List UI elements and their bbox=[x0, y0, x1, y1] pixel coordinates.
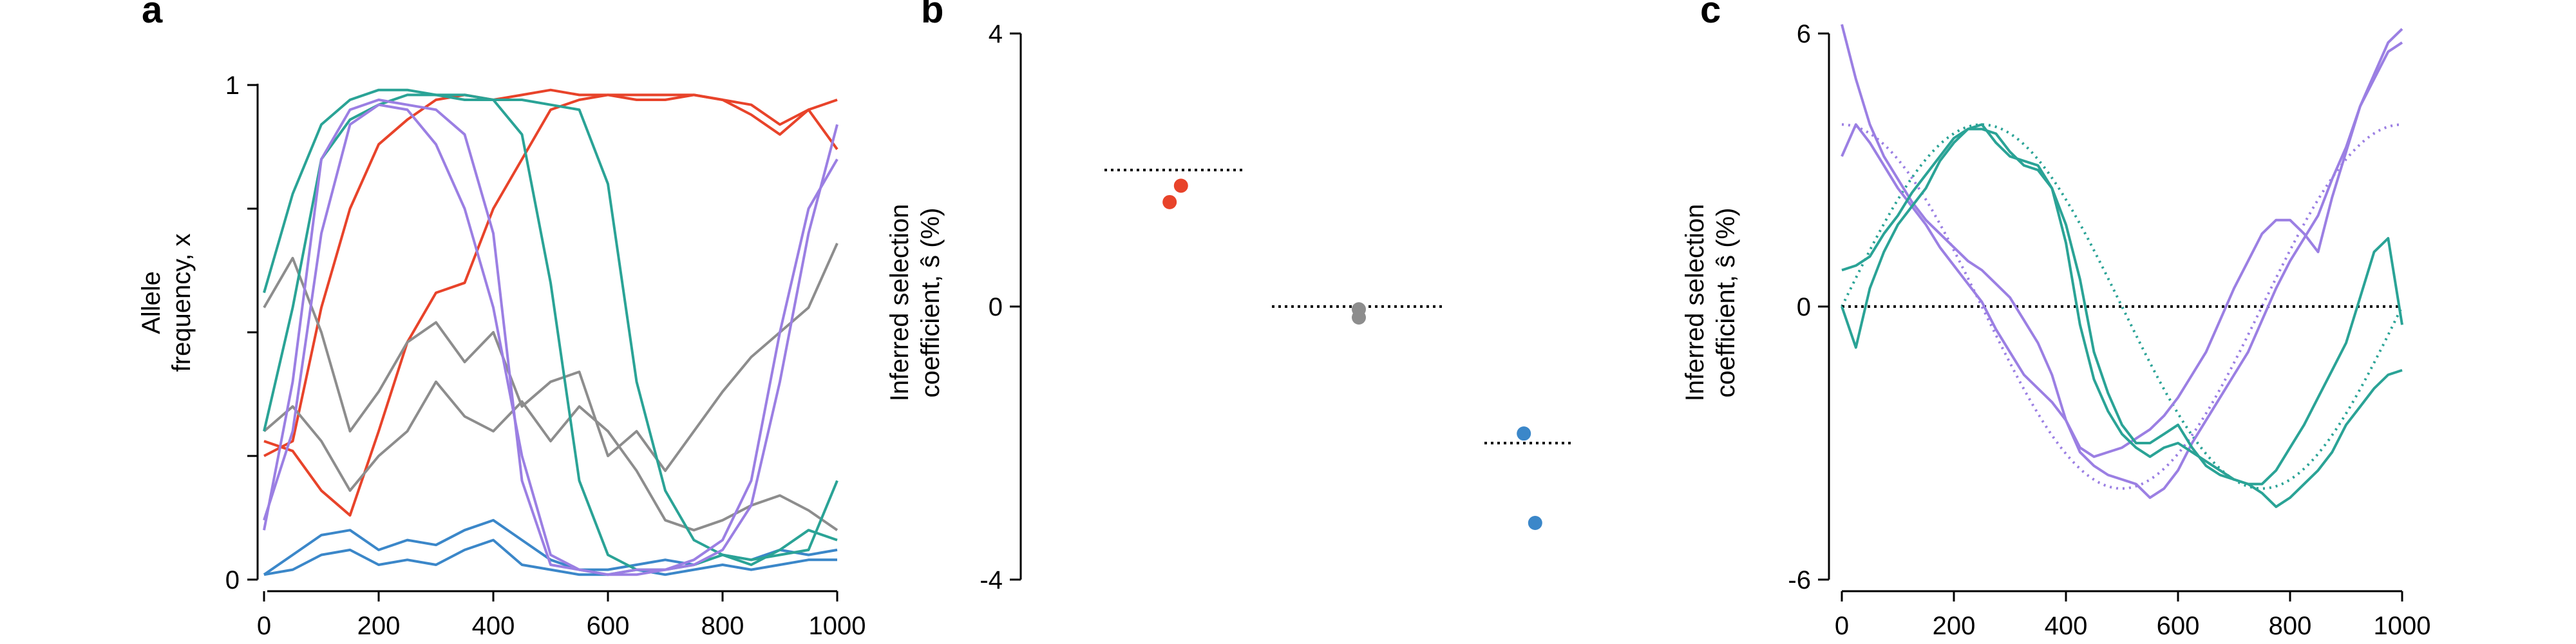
panel-a-series-line-5 bbox=[263, 518, 838, 576]
panel-a-series-line-10 bbox=[263, 103, 838, 576]
panel-b-point-1 bbox=[1162, 194, 1177, 209]
panel-a-ytick-label-1: 1 bbox=[225, 71, 240, 100]
panel-b-point-2 bbox=[1173, 178, 1188, 193]
panel-b-ytick-label-2: 4 bbox=[989, 20, 1003, 48]
panel-c-ylabel-line-1: Inferred selection bbox=[1681, 204, 1709, 402]
panel-c-true-curve-1 bbox=[1841, 123, 2403, 490]
panel-a-ylabel-line-2: frequency, x bbox=[167, 234, 196, 372]
panel-b-ylabel-line-2: coefficient, ŝ (%) bbox=[916, 208, 945, 398]
panel-a-series-line-1 bbox=[263, 93, 838, 517]
panel-c: c Inferred selection coefficient, ŝ (%) … bbox=[1681, 0, 2430, 640]
panel-c-series-line-4 bbox=[1841, 123, 2403, 486]
panel-letter-b: b bbox=[921, 0, 943, 31]
panel-c-xtick-label-0: 0 bbox=[1835, 612, 1849, 640]
panel-c-true-curve-2 bbox=[1841, 123, 2403, 490]
panel-a-xtick-label-3: 600 bbox=[587, 612, 630, 640]
panel-a-plot-area: 0 1 0 200 400 600 800 1000 bbox=[225, 71, 866, 640]
panel-b-ytick-label-1: 0 bbox=[989, 293, 1003, 321]
panel-c-xtick-label-1: 200 bbox=[1933, 612, 1976, 640]
panel-a-xtick-label-0: 0 bbox=[257, 612, 271, 640]
panel-b-plot-area: -4 0 4 bbox=[980, 20, 1575, 594]
panel-a-xtick-label-4: 800 bbox=[701, 612, 744, 640]
panel-c-xtick-label-5: 1000 bbox=[2374, 612, 2431, 640]
panel-c-xtick-label-2: 400 bbox=[2045, 612, 2088, 640]
panel-c-series-line-1 bbox=[1841, 24, 2403, 499]
panel-c-ylabel-line-2: coefficient, ŝ (%) bbox=[1712, 208, 1740, 398]
panel-a-series-line-3 bbox=[263, 242, 838, 472]
panel-letter-a: a bbox=[142, 0, 163, 31]
panel-a-ytick-label-0: 0 bbox=[225, 566, 240, 594]
panel-b-point-4 bbox=[1352, 310, 1366, 325]
panel-b: b Inferred selection coefficient, ŝ (%) … bbox=[886, 0, 1575, 594]
panel-b-ylabel-line-1: Inferred selection bbox=[886, 204, 914, 402]
panel-c-ytick-label-0: -6 bbox=[1788, 566, 1811, 594]
panel-a-xtick-label-1: 200 bbox=[357, 612, 401, 640]
panel-a-xtick-label-5: 1000 bbox=[809, 612, 866, 640]
panel-b-point-6 bbox=[1528, 516, 1542, 531]
panel-c-series-line-2 bbox=[1841, 28, 2403, 459]
panel-a-xtick-label-2: 400 bbox=[472, 612, 515, 640]
panel-b-ytick-label-0: -4 bbox=[980, 566, 1003, 594]
panel-a-series-line-2 bbox=[263, 88, 838, 457]
panel-letter-c: c bbox=[1700, 0, 1721, 31]
panel-a-ylabel-line-1: Allele bbox=[137, 271, 166, 334]
panel-a-series-line-6 bbox=[263, 538, 837, 576]
panel-a-series-line-9 bbox=[263, 99, 838, 576]
panel-a-series-line-7 bbox=[263, 88, 838, 562]
panel-b-point-5 bbox=[1517, 426, 1531, 441]
panel-c-series-line-3 bbox=[1841, 128, 2403, 508]
panel-c-ytick-label-2: 6 bbox=[1797, 20, 1811, 48]
panel-c-ytick-label-1: 0 bbox=[1797, 293, 1811, 321]
panel-c-xtick-label-4: 800 bbox=[2269, 612, 2312, 640]
panel-c-xtick-label-3: 600 bbox=[2157, 612, 2200, 640]
panel-a-series-line-8 bbox=[263, 93, 838, 571]
panel-a: a Allele frequency, x 0 1 0 200 400 600 800 100… bbox=[137, 0, 866, 640]
panel-c-plot-area: -6 0 6 0 200 400 600 800 1000 bbox=[1788, 20, 2430, 640]
panel-a-series-line-4 bbox=[263, 380, 838, 532]
